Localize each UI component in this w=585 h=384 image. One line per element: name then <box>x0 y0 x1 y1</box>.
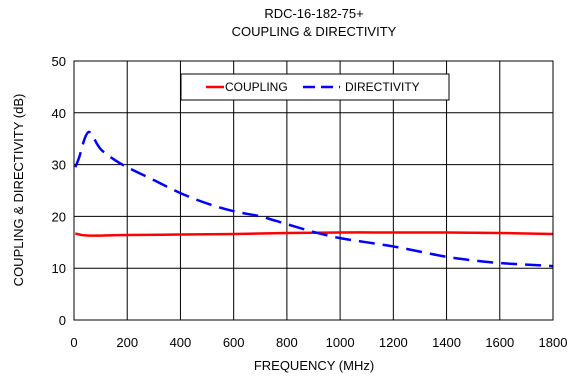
y-tick-label: 10 <box>52 261 66 276</box>
x-tick-label: 1400 <box>432 335 461 350</box>
x-tick-label: 0 <box>70 335 77 350</box>
x-tick-label: 1600 <box>485 335 514 350</box>
x-tick-label: 1200 <box>379 335 408 350</box>
x-tick-label: 1000 <box>326 335 355 350</box>
series-line-coupling <box>75 231 554 237</box>
x-tick-label: 600 <box>223 335 245 350</box>
plot-border <box>73 60 554 321</box>
y-tick-label: 30 <box>52 158 66 173</box>
x-tick-label: 400 <box>170 335 192 350</box>
y-tick-label: 0 <box>59 313 66 328</box>
chart-title: RDC-16-182-75+ <box>264 6 363 21</box>
y-tick-label: 20 <box>52 209 66 224</box>
x-axis-title: FREQUENCY (MHz) <box>254 358 374 373</box>
series-line-directivity <box>74 130 554 268</box>
x-tick-label: 800 <box>276 335 298 350</box>
chart-subtitle: COUPLING & DIRECTIVITY <box>232 24 397 39</box>
x-tick-label: 200 <box>116 335 138 350</box>
series-layer <box>74 130 554 268</box>
tick-layer: 0 200 400 600 800 1000 1200 1400 1600 1800 0 10 20 30… <box>52 54 568 350</box>
legend-coupling-label: COUPLING <box>225 80 288 94</box>
legend: COUPLING DIRECTIVITY <box>180 73 450 101</box>
x-tick-label: 1800 <box>539 335 568 350</box>
legend-directivity-label: DIRECTIVITY <box>345 80 420 94</box>
y-tick-label: 40 <box>52 106 66 121</box>
y-tick-label: 50 <box>52 54 66 69</box>
plot-area <box>74 61 553 320</box>
y-axis-title: COUPLING & DIRECTIVITY (dB) <box>11 94 26 287</box>
